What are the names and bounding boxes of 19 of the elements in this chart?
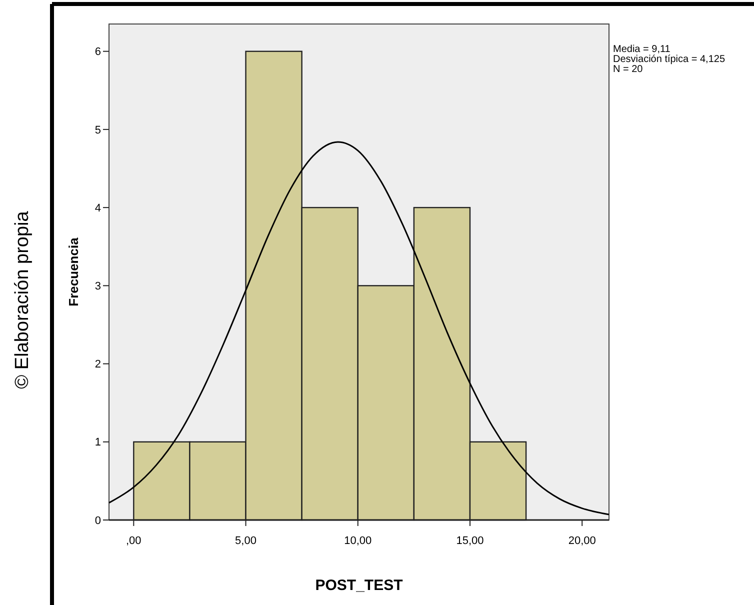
x-tick-label: ,00 [126,535,142,547]
x-tick-label: 10,00 [344,535,372,547]
x-axis-title: POST_TEST [315,577,403,594]
y-tick-label: 6 [94,46,101,58]
y-axis-title: Frecuencia [66,236,81,306]
y-tick-label: 5 [94,124,101,136]
text: N = 20 [613,64,644,75]
y-tick-label: 4 [94,202,101,214]
x-tick-label: 15,00 [456,535,484,547]
text: © Elaboración propia [12,210,33,389]
x-tick-label: 5,00 [235,535,256,547]
text: Media = 9,11 [613,44,671,55]
y-tick-label: 1 [94,436,101,449]
x-tick-label: 20,00 [568,535,596,547]
line-series [108,141,610,516]
y-tick-label: 2 [94,358,101,371]
y-tick-label: 0 [94,514,101,527]
text: Desviación típica = 4,125 [613,54,726,65]
y-tick-label: 3 [94,280,101,293]
